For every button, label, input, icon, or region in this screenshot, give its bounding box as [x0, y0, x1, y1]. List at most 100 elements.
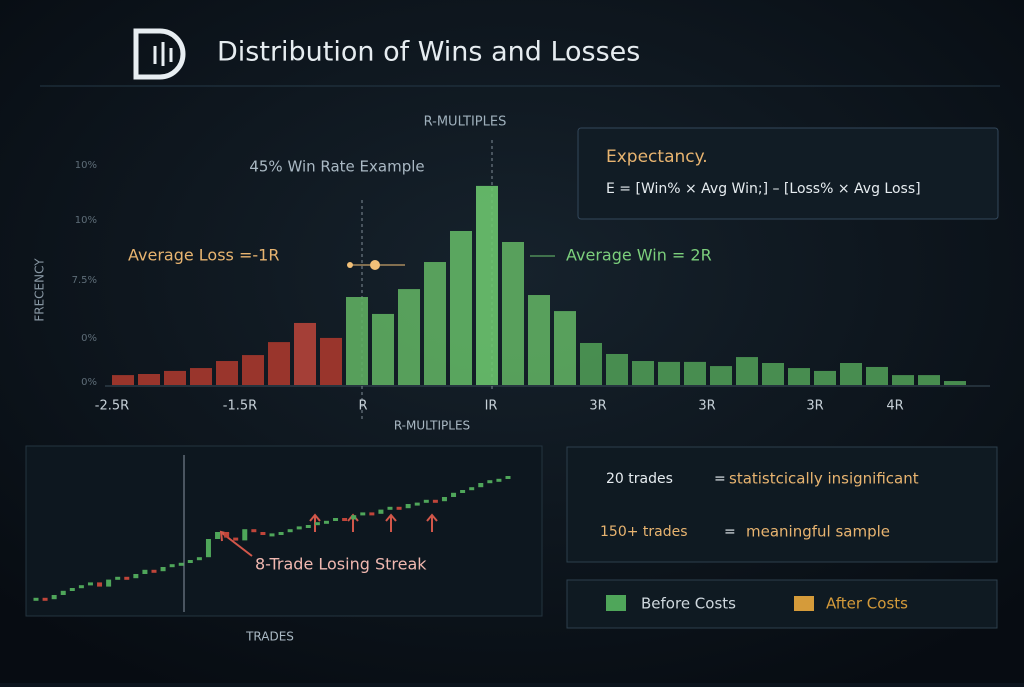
candle	[423, 499, 429, 503]
sample-count: 20 trades	[606, 471, 673, 487]
candle	[305, 525, 311, 528]
bar	[476, 185, 498, 385]
candle	[396, 506, 402, 510]
bar	[606, 353, 628, 385]
candle	[342, 518, 348, 521]
x-tick-label: -1.5R	[223, 399, 257, 414]
candle	[242, 529, 248, 541]
candle	[151, 569, 157, 573]
bar	[918, 375, 940, 385]
candle	[169, 564, 175, 568]
y-axis-label: FRECENCY	[33, 258, 47, 322]
candle	[215, 532, 221, 539]
sample-verdict: statistcically insignificant	[729, 470, 919, 488]
bar	[892, 375, 914, 385]
bar	[320, 337, 342, 385]
candle	[441, 497, 447, 502]
bar	[424, 262, 446, 385]
candle	[97, 582, 103, 587]
x-axis-label: TRADES	[245, 630, 294, 644]
y-tick-label: 10%	[75, 215, 97, 226]
chart-title: R-MULTIPLES	[424, 115, 507, 130]
candle	[351, 515, 357, 520]
bar	[216, 361, 238, 385]
candle	[160, 567, 166, 572]
candle	[496, 478, 502, 482]
candle	[42, 597, 48, 601]
candle	[296, 526, 302, 530]
candle	[69, 588, 75, 591]
bar	[268, 342, 290, 385]
bar	[190, 368, 212, 385]
sample-eq: =	[714, 471, 726, 487]
candle	[106, 579, 112, 587]
legend-panel	[566, 579, 998, 629]
candle	[133, 574, 139, 579]
candle	[287, 529, 293, 533]
legend-icon	[606, 595, 626, 611]
candle	[414, 502, 420, 506]
x-tick-label: -2.5R	[95, 399, 129, 414]
x-tick-label: 3R	[806, 399, 823, 414]
candle	[469, 487, 475, 491]
candle	[278, 532, 284, 535]
bar	[112, 375, 134, 385]
expectancy-title: Expectancy.	[606, 147, 708, 167]
candle	[142, 569, 148, 574]
equity-panel	[25, 445, 543, 617]
y-tick-label: 0%	[81, 377, 97, 388]
candle	[451, 492, 457, 497]
annotation: Average Loss =-1R	[128, 246, 279, 265]
bar	[736, 357, 758, 385]
bar	[684, 361, 706, 385]
x-tick-label: 4R	[886, 399, 903, 414]
x-axis-label: R-MULTIPLES	[394, 419, 470, 433]
legend-label: Before Costs	[641, 595, 736, 613]
annotation: 8-Trade Losing Streak	[255, 555, 427, 574]
marker	[347, 260, 405, 270]
candle	[187, 560, 193, 563]
bar	[372, 313, 394, 385]
sample-panel	[566, 446, 998, 563]
bar	[762, 363, 784, 385]
x-tick-label: R	[358, 399, 367, 414]
page-title: Distribution of Wins and Losses	[217, 37, 640, 68]
bar	[840, 363, 862, 385]
sample-eq: =	[724, 524, 736, 540]
chart-subtitle: 45% Win Rate Example	[249, 158, 424, 176]
candle	[115, 576, 121, 580]
expectancy-panel	[577, 127, 999, 220]
bar	[814, 370, 836, 385]
candle	[505, 476, 511, 479]
x-tick-label: 3R	[698, 399, 715, 414]
bar	[528, 295, 550, 385]
y-tick-label: 10%	[75, 160, 97, 171]
bar	[944, 381, 966, 385]
expectancy-formula: E = [Win% × Avg Win;] – [Loss% × Avg Los…	[606, 181, 921, 197]
candle	[260, 532, 266, 535]
bar	[346, 297, 368, 385]
candle	[378, 509, 384, 514]
sample-count: 150+ trades	[600, 524, 688, 540]
candle	[124, 576, 130, 580]
sample-verdict: meaningful sample	[746, 523, 890, 541]
candle	[233, 537, 239, 541]
bar	[788, 368, 810, 385]
candle	[251, 529, 257, 533]
candle	[369, 512, 375, 516]
annotation: Average Win = 2R	[566, 246, 712, 265]
candle	[323, 520, 329, 524]
candle	[314, 522, 320, 526]
candle	[196, 557, 202, 561]
x-tick-label: IR	[485, 399, 498, 414]
bar	[502, 242, 524, 385]
bar	[580, 342, 602, 385]
candle	[205, 539, 211, 558]
bar	[164, 370, 186, 385]
candle	[460, 490, 466, 493]
logo	[133, 28, 186, 80]
legend-icon	[794, 596, 814, 611]
bar	[658, 361, 680, 385]
candle	[333, 518, 339, 521]
